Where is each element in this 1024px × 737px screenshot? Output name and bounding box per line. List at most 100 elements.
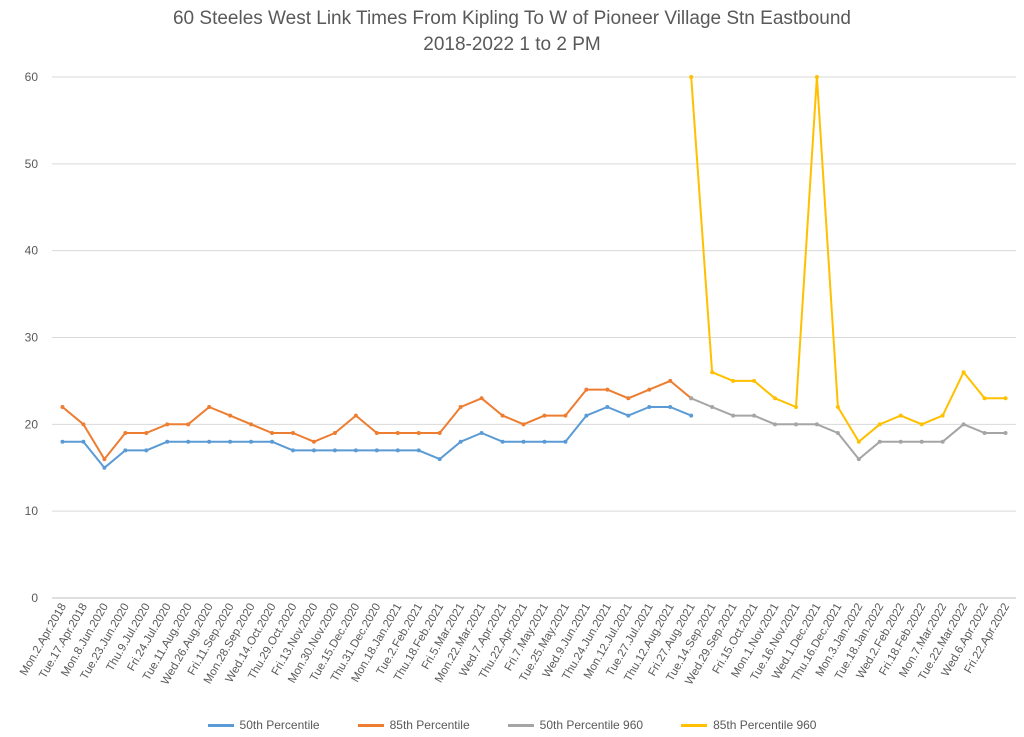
data-point [919,422,924,427]
data-point [521,439,526,444]
data-point [877,439,882,444]
data-point [374,431,379,436]
legend-item: 85th Percentile 960 [681,718,816,732]
series-group [689,396,1008,462]
data-point [1003,431,1008,436]
data-point [311,439,316,444]
data-point [60,404,65,409]
data-point [500,439,505,444]
data-point [479,396,484,401]
data-point [689,75,694,79]
data-point [961,370,966,375]
legend-label: 85th Percentile 960 [713,718,817,732]
data-point [752,413,757,418]
series-line [690,397,1006,461]
data-point [668,404,673,409]
legend-item: 50th Percentile 960 [507,718,644,732]
data-point [291,431,295,436]
data-point [626,396,631,401]
y-tick-label: 30 [25,331,39,345]
data-point [249,422,254,427]
y-tick-label: 10 [25,504,39,518]
data-point [165,439,170,444]
data-point [626,413,631,418]
data-point [773,396,777,401]
data-point [249,439,254,444]
data-point [542,439,547,444]
data-point [332,448,337,453]
data-point [647,387,652,392]
data-point [605,387,610,392]
data-point [584,387,589,392]
data-point [814,422,819,427]
data-point [144,448,149,453]
series-lines [60,75,1008,470]
data-point [814,75,819,79]
data-point [689,413,694,418]
data-point [940,413,945,418]
data-point [961,422,966,427]
data-point [647,404,652,409]
data-point [123,431,128,436]
data-point [353,413,358,418]
data-point [311,448,316,453]
data-point [793,422,798,427]
data-point [731,413,736,418]
data-point [395,431,400,436]
data-point [940,439,945,444]
data-point [353,448,358,453]
data-point [773,422,777,427]
data-point [81,439,86,444]
legend-swatch [507,723,534,727]
chart-subtitle: 2018-2022 1 to 2 PM [423,34,601,55]
legend-swatch [357,723,384,727]
data-point [165,422,170,427]
data-point [731,378,736,383]
legend-swatch [207,723,234,727]
data-point [60,439,65,444]
data-point [856,439,861,444]
data-point [123,448,128,453]
data-point [835,431,840,436]
chart-title: 60 Steeles West Link Times From Kipling … [172,8,852,29]
data-point [437,457,442,462]
data-point [458,404,463,409]
data-point [919,439,924,444]
data-point [416,448,421,453]
data-point [458,439,463,444]
data-point [563,413,568,418]
data-point [374,448,379,453]
data-point [898,439,903,444]
data-point [81,422,86,427]
data-point [668,378,673,383]
data-point [898,413,903,418]
data-point [689,396,694,401]
data-point [270,431,275,436]
series-group [60,404,694,470]
data-point [395,448,400,453]
data-point [102,465,107,470]
data-point [982,431,987,436]
data-point [982,396,987,401]
legend-item: 85th Percentile [357,718,470,732]
data-point [479,431,484,436]
data-point [605,404,610,409]
data-point [228,413,233,418]
series-group [60,378,694,462]
data-point [332,431,337,436]
legend: 50th Percentile 85th Percentile 50th Per… [0,718,1024,732]
data-point [584,413,589,418]
legend-label: 50th Percentile 960 [539,718,644,732]
y-tick-label: 60 [25,70,39,84]
data-point [1003,396,1008,401]
data-point [521,422,526,427]
y-tick-label: 20 [25,417,39,431]
data-point [207,439,212,444]
series-line [690,76,1006,443]
data-point [102,457,107,462]
data-point [500,413,505,418]
legend-swatch [681,723,708,727]
y-tick-label: 40 [25,244,39,258]
